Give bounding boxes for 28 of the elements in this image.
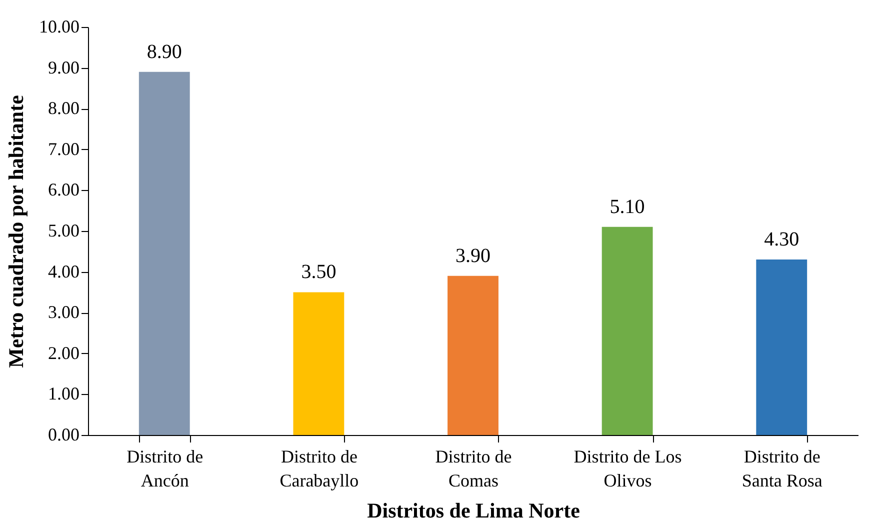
y-tick-label: 4.00 (48, 261, 80, 282)
y-tick-label: 9.00 (48, 57, 80, 78)
bar (448, 276, 498, 435)
x-tick-label: Distrito de Ancón (126, 446, 204, 490)
data-label: 8.90 (146, 40, 182, 63)
y-tick-label: 7.00 (48, 138, 80, 159)
y-tick-label: 10.00 (39, 16, 80, 36)
bar (293, 292, 344, 435)
y-tick-label: 6.00 (48, 180, 80, 200)
data-label: 5.10 (610, 196, 645, 218)
data-label: 3.90 (456, 244, 490, 267)
bar (138, 72, 190, 435)
data-label: 4.30 (764, 228, 800, 251)
bar (602, 226, 653, 435)
y-axis-title: Metro cuadrado por habitante (4, 95, 28, 368)
y-tick-label: 2.00 (48, 342, 80, 363)
data-label: 3.50 (301, 261, 336, 284)
y-tick-label: 5.00 (48, 220, 80, 240)
y-tick-label: 1.00 (48, 384, 80, 404)
x-tick-label: Distrito de Comas (435, 446, 512, 490)
y-tick-label: 0.00 (48, 424, 80, 444)
y-tick-label: 8.00 (48, 98, 80, 118)
y-tick-label: 3.00 (48, 302, 80, 322)
x-axis-title: Distritos de Lima Norte (367, 498, 580, 522)
x-tick-label: Distrito de Santa Rosa (742, 446, 822, 490)
x-tick-label: Distrito de Los Olivos (574, 446, 682, 490)
x-tick-label: Distrito de Carabayllo (280, 446, 359, 490)
bar (756, 260, 808, 435)
